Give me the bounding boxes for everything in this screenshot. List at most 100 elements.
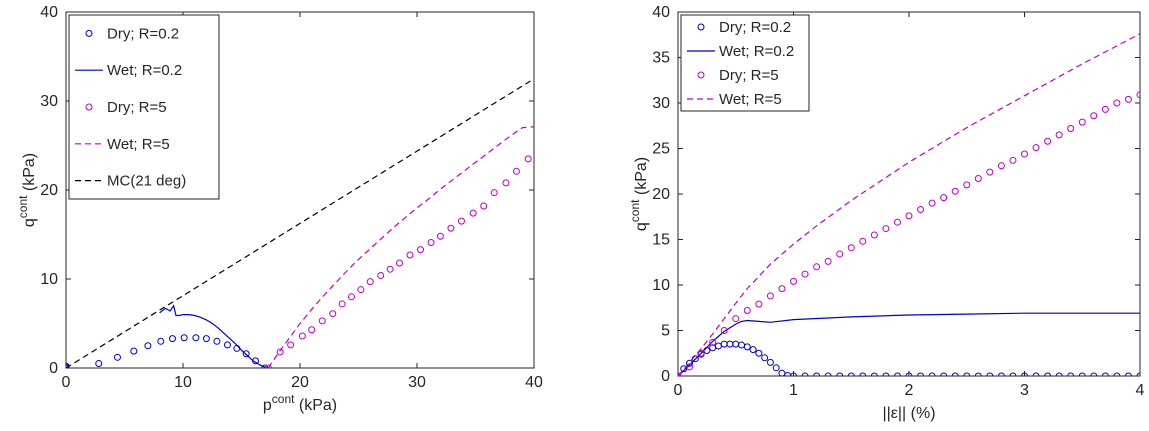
point-dry-r-0-2 [951,372,959,376]
point-dry-r-5 [732,315,740,323]
point-dry-r-5 [502,179,510,187]
point-dry-r-0-2 [836,372,844,376]
point-dry-r-5 [790,277,797,285]
legend-entry-label: Dry; R=0.2 [107,25,179,42]
point-dry-r-5 [1124,95,1132,103]
x-tick-label: 2 [905,382,914,399]
point-dry-r-5 [377,271,385,279]
point-dry-r-0-2 [202,335,210,343]
point-dry-r-0-2 [778,369,786,376]
point-dry-r-0-2 [847,372,855,376]
point-dry-r-5 [1021,150,1028,158]
y-axis-label: qcont (kPa) [16,153,38,227]
y-tick-label: 10 [40,271,58,288]
point-dry-r-0-2 [1032,372,1040,376]
legend-box [68,14,220,200]
point-dry-r-0-2 [168,335,176,343]
point-dry-r-0-2 [986,372,994,376]
x-tick-label: 10 [174,374,192,391]
legend-entry-label: MC(21 deg) [107,173,186,190]
legend-entry-label: Dry; R=5 [719,67,779,84]
point-dry-r-0-2 [974,372,982,376]
point-dry-r-5 [1067,124,1075,132]
point-dry-r-0-2 [261,364,269,368]
line-mc-21-deg [66,78,534,368]
y-tick-label: 35 [652,50,670,67]
legend-box [680,14,810,112]
point-dry-r-5 [1136,91,1140,99]
point-dry-r-0-2 [113,353,121,361]
point-dry-r-0-2 [755,349,763,357]
y-tick-label: 40 [652,4,670,21]
point-dry-r-5 [276,348,284,356]
point-dry-r-5 [308,326,316,334]
point-dry-r-0-2 [905,372,913,376]
point-dry-r-5 [778,285,786,293]
y-tick-label: 5 [661,323,670,340]
point-dry-r-5 [298,332,306,340]
point-dry-r-5 [1055,131,1063,139]
point-dry-r-0-2 [801,372,809,376]
series-group [66,78,534,368]
point-dry-r-5 [469,209,477,217]
legend-marker-circle [697,23,705,31]
point-dry-r-0-2 [130,347,138,355]
point-dry-r-5 [338,300,346,308]
point-dry-r-0-2 [749,346,757,354]
point-dry-r-5 [720,327,728,334]
x-axis-label: pcont (kPa) [263,392,337,414]
legend: Dry; R=0.2 Wet; R=0.2 Dry; R=5 Wet; R=5 [680,14,810,112]
x-tick-label: 4 [1136,382,1145,399]
legend: Dry; R=0.2 Wet; R=0.2 Dry; R=5 Wet; R=5 MC(2… [68,14,220,200]
point-dry-r-5 [893,218,901,226]
y-tick-label: 30 [40,93,58,110]
x-tick-label: 0 [674,382,683,399]
point-dry-r-0-2 [1009,372,1017,376]
point-dry-r-5 [697,349,705,357]
point-dry-r-0-2 [1124,372,1132,376]
point-dry-r-5 [940,194,948,202]
point-dry-r-0-2 [772,364,780,372]
legend-marker-circle [85,103,93,111]
legend-marker-circle [697,71,705,79]
point-dry-r-5 [318,317,326,325]
point-dry-r-5 [686,363,694,371]
point-dry-r-5 [882,225,890,233]
point-dry-r-5 [1078,118,1086,126]
legend-entry-label: Dry; R=5 [107,99,167,116]
point-dry-r-5 [490,189,498,197]
point-dry-r-5 [1009,156,1017,164]
point-dry-r-5 [997,162,1005,170]
point-dry-r-0-2 [95,360,103,368]
point-dry-r-0-2 [157,337,165,345]
point-dry-r-5 [917,205,925,213]
point-dry-r-0-2 [1055,372,1063,376]
legend-entry-label: Wet; R=0.2 [719,43,794,60]
legend-entry-label: Dry; R=0.2 [719,19,791,36]
x-tick-label: 20 [291,374,309,391]
legend-marker-circle [85,29,93,37]
point-dry-r-5 [766,292,774,300]
point-dry-r-5 [347,293,355,301]
line-wet-r-0-2 [678,312,1140,376]
point-dry-r-5 [755,300,763,308]
point-dry-r-0-2 [824,372,832,376]
legend-entry-label: Wet; R=5 [107,136,170,153]
point-dry-r-0-2 [790,372,797,376]
point-dry-r-5 [905,212,913,220]
point-dry-r-0-2 [893,372,901,376]
point-dry-r-0-2 [766,358,774,366]
point-dry-r-5 [436,232,444,240]
y-tick-label: 30 [652,95,670,112]
y-tick-label: 40 [40,4,58,21]
point-dry-r-5 [1090,112,1098,120]
point-dry-r-0-2 [743,343,751,351]
legend-entry-label: Wet; R=0.2 [107,62,182,79]
point-dry-r-5 [974,175,982,183]
point-dry-r-5 [813,263,821,271]
point-dry-r-5 [417,246,425,254]
point-dry-r-5 [870,231,878,239]
point-dry-r-5 [1101,105,1109,113]
point-dry-r-5 [447,224,455,232]
point-dry-r-0-2 [1044,372,1052,376]
